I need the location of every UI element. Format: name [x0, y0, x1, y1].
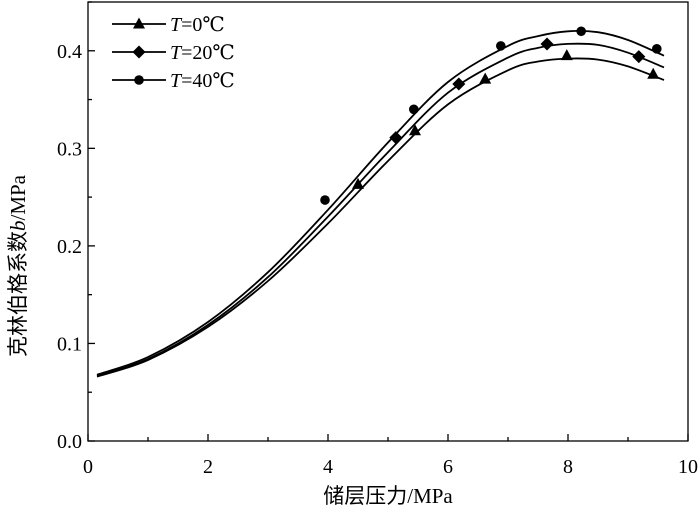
data-point-triangle [479, 72, 492, 84]
x-tick-label: 10 [678, 456, 698, 478]
y-axis-title-variable: b [6, 221, 30, 232]
legend-marker-triangle [133, 17, 145, 29]
legend-label-value: =40℃ [181, 70, 235, 92]
tick-labels: 0 2 4 6 8 10 0.0 0.1 0.2 0.3 0.4 [57, 41, 698, 478]
y-tick-label: 0.4 [57, 41, 82, 63]
series-curve-0 [96, 57, 665, 378]
legend: T=0℃T=20℃T=40℃ [112, 14, 235, 92]
plot-frame [87, 1, 689, 442]
data-point-circle [576, 26, 586, 37]
legend-label-value: =20℃ [181, 42, 235, 64]
data-point-diamond [540, 37, 554, 51]
data-point-triangle [352, 177, 364, 189]
data-point-circle [652, 44, 662, 54]
series-curves [96, 30, 665, 378]
data-point-triangle [560, 49, 573, 61]
series-curve-2 [96, 30, 665, 376]
y-tick-label: 0.1 [57, 333, 82, 355]
data-point-circle [320, 195, 330, 205]
y-axis-title-prefix: 克林伯格系数 [6, 231, 30, 357]
legend-label-variable: T [170, 14, 183, 36]
x-tick-label: 2 [203, 456, 213, 478]
data-point-diamond [452, 77, 466, 91]
legend-marker-diamond [132, 45, 146, 59]
data-point-diamond [632, 50, 646, 64]
legend-label-variable: T [170, 42, 183, 64]
x-tick-label: 4 [323, 456, 333, 478]
data-point-diamond [389, 131, 403, 145]
x-tick-label: 6 [443, 456, 453, 478]
y-axis-title: 克林伯格系数b/MPa [6, 174, 30, 357]
x-axis-title: 储层压力/MPa [323, 484, 453, 508]
legend-label-1: T=20℃ [170, 42, 235, 64]
legend-marker-circle [134, 75, 144, 85]
x-tick-label: 0 [83, 456, 93, 478]
data-point-triangle [647, 67, 660, 79]
data-point-circle [496, 41, 506, 51]
data-point-triangle [409, 124, 421, 136]
legend-label-variable: T [170, 70, 183, 92]
legend-label-0: T=0℃ [170, 14, 225, 36]
plot-area-border [87, 1, 689, 442]
y-tick-label: 0.2 [57, 236, 82, 258]
y-tick-label: 0.0 [57, 431, 82, 453]
x-tick-label: 8 [563, 456, 573, 478]
series-curve-1 [96, 42, 665, 377]
axis-ticks [87, 1, 689, 442]
series-markers [320, 26, 662, 205]
data-point-circle [409, 104, 419, 115]
y-axis-title-unit: /MPa [6, 174, 30, 220]
y-tick-label: 0.3 [57, 138, 82, 160]
legend-label-2: T=40℃ [170, 70, 235, 92]
legend-label-value: =0℃ [181, 14, 225, 36]
